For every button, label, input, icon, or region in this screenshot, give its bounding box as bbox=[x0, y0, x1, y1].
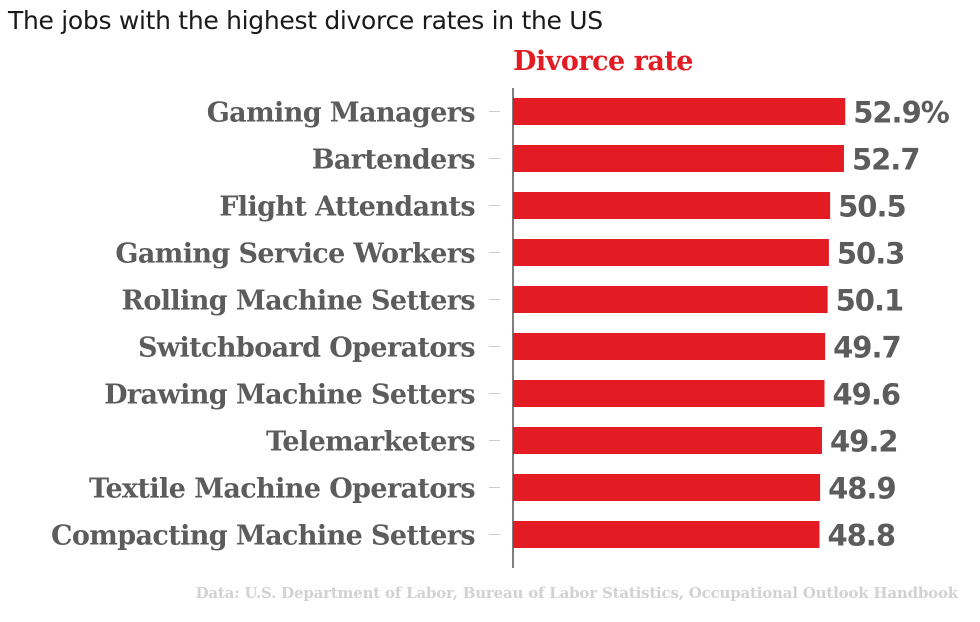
value-label: 50.5 bbox=[838, 190, 906, 224]
bar-row: Drawing Machine Setters 49.6 bbox=[104, 378, 901, 412]
bar-row: Gaming Managers 52.9% bbox=[207, 96, 951, 130]
value-label: 50.3 bbox=[837, 237, 905, 271]
bar bbox=[513, 474, 821, 501]
bar bbox=[513, 239, 829, 266]
series-label: Divorce rate bbox=[513, 46, 693, 77]
value-label: 50.1 bbox=[836, 284, 904, 318]
value-label: 52.9% bbox=[853, 96, 950, 130]
value-label: 49.2 bbox=[830, 425, 898, 459]
bar bbox=[513, 286, 828, 313]
bar-row: Switchboard Operators 49.7 bbox=[138, 331, 902, 365]
category-label: Rolling Machine Setters bbox=[122, 286, 476, 317]
bar-row: Textile Machine Operators 48.9 bbox=[89, 472, 897, 506]
bar bbox=[513, 98, 846, 125]
bar bbox=[513, 521, 820, 548]
value-label: 48.8 bbox=[827, 519, 895, 553]
category-label: Textile Machine Operators bbox=[89, 474, 475, 505]
bar-row: Bartenders 52.7 bbox=[312, 143, 921, 177]
bars-layer: Gaming Managers 52.9% Bartenders 52.7 Flight… bbox=[51, 96, 951, 553]
category-label: Gaming Managers bbox=[207, 98, 476, 129]
value-label: 49.7 bbox=[833, 331, 901, 365]
category-label: Compacting Machine Setters bbox=[51, 521, 475, 552]
chart-title: The jobs with the highest divorce rates … bbox=[8, 6, 603, 35]
source-note: Data: U.S. Department of Labor, Bureau o… bbox=[195, 584, 959, 602]
category-label: Drawing Machine Setters bbox=[104, 380, 475, 411]
category-label: Switchboard Operators bbox=[138, 333, 475, 364]
bar-row: Rolling Machine Setters 50.1 bbox=[122, 284, 905, 318]
bar bbox=[513, 427, 822, 454]
category-label: Flight Attendants bbox=[219, 192, 475, 223]
category-label: Bartenders bbox=[312, 145, 476, 176]
bar-row: Flight Attendants 50.5 bbox=[219, 190, 906, 224]
value-label: 49.6 bbox=[832, 378, 900, 412]
value-label: 52.7 bbox=[852, 143, 920, 177]
category-label: Telemarketers bbox=[266, 427, 475, 458]
category-label: Gaming Service Workers bbox=[115, 239, 475, 270]
value-label: 48.9 bbox=[828, 472, 896, 506]
bar-row: Compacting Machine Setters 48.8 bbox=[51, 519, 896, 553]
bar-row: Gaming Service Workers 50.3 bbox=[115, 237, 905, 271]
bar-row: Telemarketers 49.2 bbox=[266, 425, 899, 459]
bar bbox=[513, 145, 844, 172]
bar bbox=[513, 192, 831, 219]
bar bbox=[513, 333, 826, 360]
bar bbox=[513, 380, 825, 407]
